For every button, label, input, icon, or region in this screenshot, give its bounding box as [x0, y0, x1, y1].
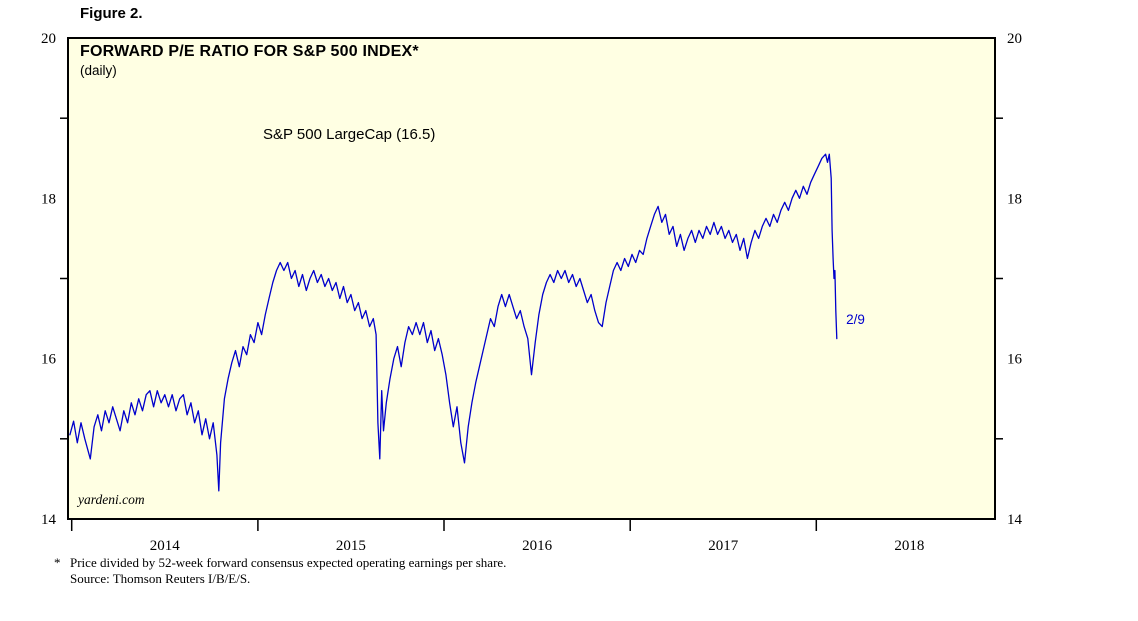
y-axis-label-right: 16 [1007, 352, 1023, 368]
x-axis-label: 2014 [150, 538, 181, 554]
plot-area [68, 38, 995, 519]
annotation-last-date: 2/9 [846, 312, 865, 327]
plot-border [67, 37, 996, 520]
footnote-marker: * [54, 555, 61, 570]
footnote-source: Source: Thomson Reuters I/B/E/S. [70, 571, 251, 586]
y-axis-label-right: 18 [1007, 191, 1022, 207]
y-axis-label-left: 18 [41, 191, 56, 207]
y-axis-label-right: 14 [1007, 512, 1023, 528]
x-axis-label: 2017 [708, 538, 739, 554]
chart-title: FORWARD P/E RATIO FOR S&P 500 INDEX* [80, 43, 419, 60]
x-axis-label: 2018 [894, 538, 924, 554]
y-axis-label-left: 14 [41, 512, 57, 528]
y-axis-label-left: 16 [41, 352, 57, 368]
series-inline-label: S&P 500 LargeCap (16.5) [263, 126, 436, 143]
x-axis-label: 2015 [336, 538, 366, 554]
y-axis-label-left: 20 [41, 31, 56, 47]
pe-ratio-line [69, 153, 838, 492]
figure-label: Figure 2. [80, 5, 143, 22]
chart-subtitle: (daily) [80, 63, 117, 78]
x-axis-label: 2016 [522, 538, 553, 554]
watermark-yardeni: yardeni.com [78, 492, 145, 507]
footnote-definition: Price divided by 52-week forward consens… [70, 555, 507, 570]
y-axis-label-right: 20 [1007, 31, 1022, 47]
